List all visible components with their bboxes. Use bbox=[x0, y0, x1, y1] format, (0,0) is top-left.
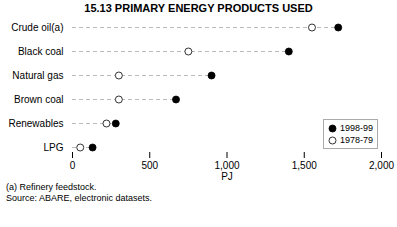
html-text:1998-99: 1998-99 bbox=[340, 123, 373, 133]
html-text:15.13 PRIMARY ENERGY PRODUCTS: 15.13 PRIMARY ENERGY PRODUCTS USED bbox=[84, 2, 313, 14]
svg-text:LPG: LPG bbox=[43, 142, 63, 153]
svg-text:1,000: 1,000 bbox=[214, 160, 239, 171]
svg-text:Natural gas: Natural gas bbox=[12, 70, 63, 81]
svg-text:PJ: PJ bbox=[221, 171, 233, 182]
svg-text:Renewables: Renewables bbox=[8, 118, 63, 129]
svg-text:2,000: 2,000 bbox=[369, 160, 394, 171]
svg-text:Black coal: Black coal bbox=[18, 46, 64, 57]
svg-text:0: 0 bbox=[70, 160, 76, 171]
html-text:(a) Refinery feedstock.: (a) Refinery feedstock. bbox=[6, 182, 97, 192]
svg-text:Brown coal: Brown coal bbox=[14, 94, 63, 105]
svg-text:Crude oil(a): Crude oil(a) bbox=[11, 22, 63, 33]
html-text:1978-79: 1978-79 bbox=[340, 135, 373, 145]
html-text:Source: ABARE, electronic data: Source: ABARE, electronic datasets. bbox=[6, 193, 153, 203]
svg-text:500: 500 bbox=[141, 160, 158, 171]
svg-text:1,500: 1,500 bbox=[292, 160, 317, 171]
